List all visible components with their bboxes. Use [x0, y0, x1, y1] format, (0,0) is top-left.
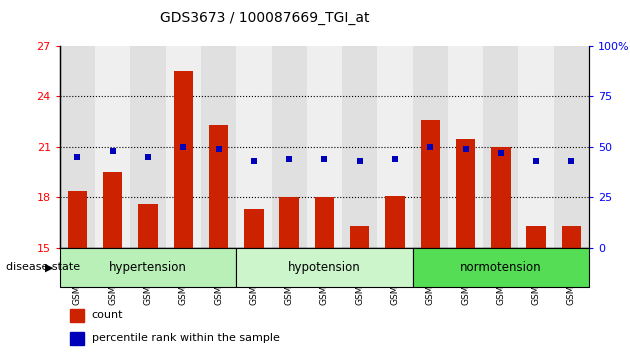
- Bar: [421, 120, 440, 248]
- Bar: [554, 46, 589, 248]
- Bar: [342, 46, 377, 248]
- Bar: [71, 309, 84, 322]
- Bar: [68, 191, 87, 248]
- Bar: [244, 209, 263, 248]
- Bar: [377, 46, 413, 248]
- Bar: [518, 46, 554, 248]
- Bar: [562, 226, 581, 248]
- Bar: [483, 46, 518, 248]
- Bar: [413, 248, 589, 287]
- Bar: [456, 138, 475, 248]
- Bar: [307, 46, 342, 248]
- Bar: [71, 332, 84, 345]
- Text: GDS3673 / 100087669_TGI_at: GDS3673 / 100087669_TGI_at: [160, 11, 369, 25]
- Bar: [315, 198, 334, 248]
- Text: hypertension: hypertension: [109, 261, 187, 274]
- Bar: [95, 46, 130, 248]
- Bar: [350, 226, 369, 248]
- Bar: [448, 46, 483, 248]
- Text: normotension: normotension: [460, 261, 542, 274]
- Bar: [103, 172, 122, 248]
- Bar: [174, 71, 193, 248]
- Text: count: count: [91, 310, 123, 320]
- Bar: [491, 147, 510, 248]
- Bar: [209, 125, 228, 248]
- Text: percentile rank within the sample: percentile rank within the sample: [91, 333, 280, 343]
- Bar: [201, 46, 236, 248]
- Bar: [236, 248, 413, 287]
- Text: ▶: ▶: [45, 262, 54, 272]
- Text: disease state: disease state: [6, 262, 81, 272]
- Bar: [527, 226, 546, 248]
- Bar: [386, 196, 404, 248]
- Text: hypotension: hypotension: [288, 261, 361, 274]
- Bar: [272, 46, 307, 248]
- Bar: [413, 46, 448, 248]
- Bar: [60, 46, 95, 248]
- Bar: [130, 46, 166, 248]
- Bar: [166, 46, 201, 248]
- Bar: [60, 248, 236, 287]
- Bar: [139, 204, 158, 248]
- Bar: [236, 46, 272, 248]
- Bar: [280, 198, 299, 248]
